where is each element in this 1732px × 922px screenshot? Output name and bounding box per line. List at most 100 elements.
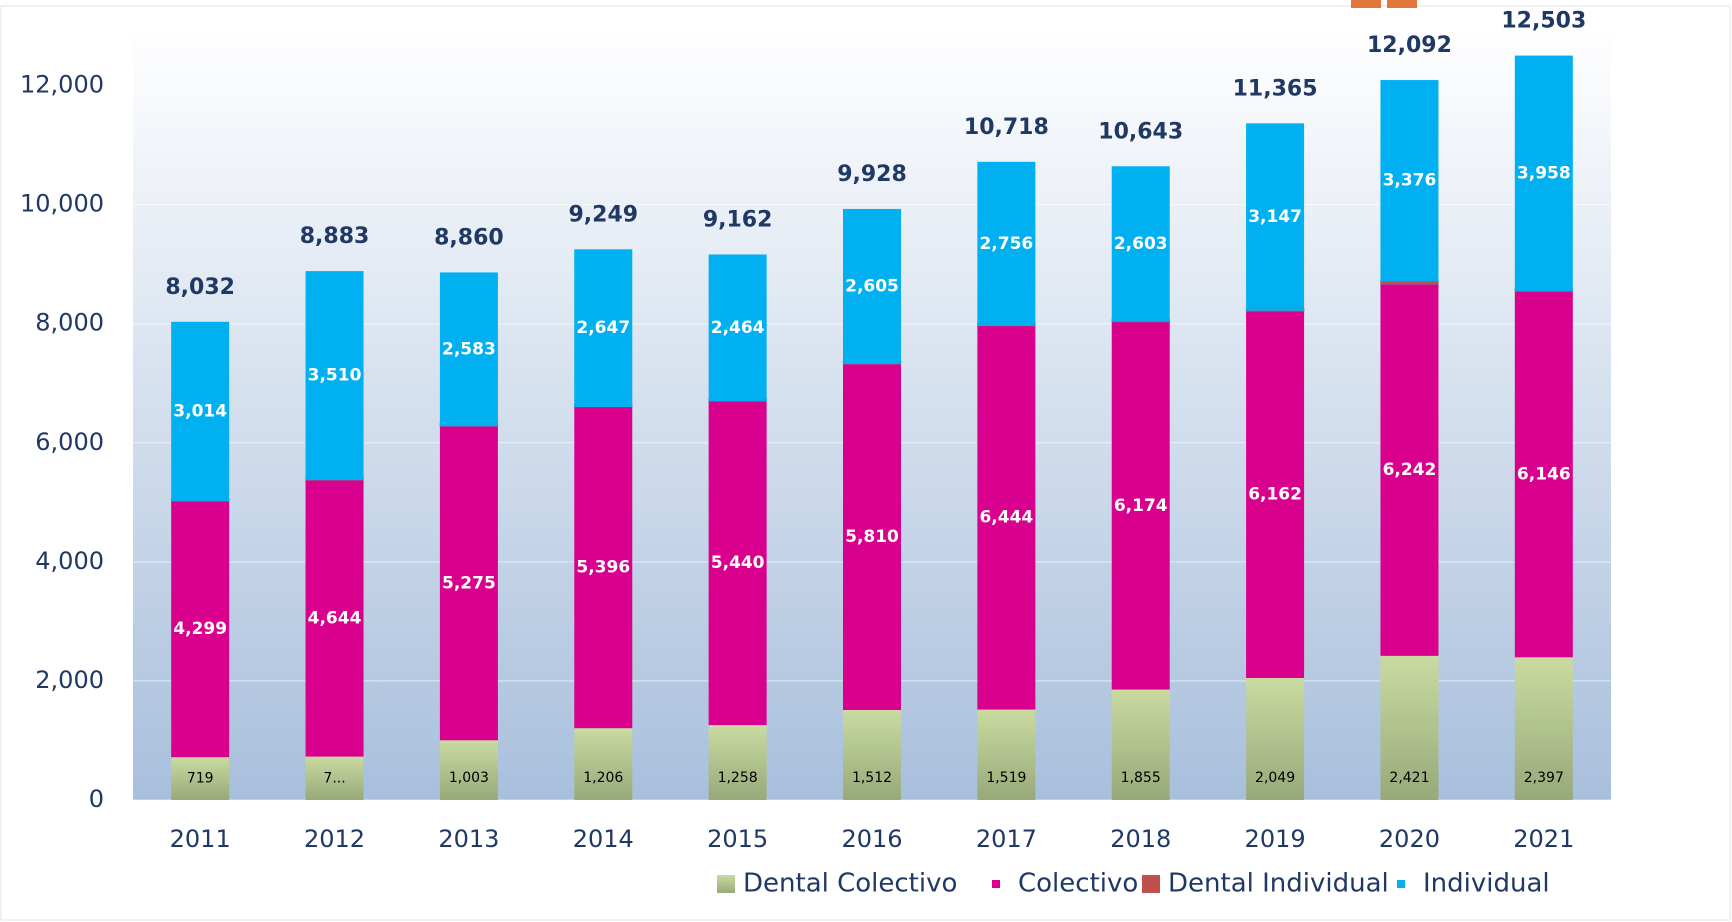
bar-segment — [977, 325, 1036, 710]
x-tick-label: 2011 — [170, 825, 231, 853]
decoration — [1387, 0, 1417, 8]
total-label: 9,928 — [837, 162, 907, 187]
bar-segment — [1111, 689, 1170, 800]
bar-segment — [574, 406, 633, 729]
data-label: 2,421 — [1389, 770, 1429, 786]
bar-segment — [305, 756, 364, 800]
legend-swatch — [717, 875, 735, 893]
data-label: 7... — [323, 770, 345, 786]
bar-segment — [708, 401, 767, 726]
total-label: 11,365 — [1233, 76, 1318, 101]
bar-segment — [574, 249, 633, 407]
y-tick-label: 4,000 — [35, 547, 104, 575]
legend-swatch — [992, 880, 1000, 888]
data-label: 6,444 — [979, 508, 1033, 528]
data-label: 1,258 — [718, 770, 758, 786]
bar-segment — [1111, 166, 1170, 322]
data-label: 3,510 — [308, 366, 362, 386]
data-label: 6,242 — [1383, 460, 1437, 480]
bar-segment — [1111, 321, 1170, 690]
bar-segment — [1380, 280, 1439, 285]
data-label: 1,512 — [852, 770, 892, 786]
total-label: 9,162 — [703, 208, 773, 233]
legend-swatch — [1397, 880, 1405, 888]
data-label: 2,605 — [845, 277, 899, 297]
data-label: 3,014 — [173, 402, 227, 422]
total-label: 10,718 — [964, 115, 1049, 140]
data-label: 1,206 — [583, 770, 623, 786]
bar-segment — [1514, 657, 1573, 800]
data-label: 2,756 — [979, 234, 1033, 254]
data-label: 4,299 — [173, 619, 227, 639]
total-label: 9,249 — [568, 202, 638, 227]
bar-segment — [305, 480, 364, 757]
decoration — [1351, 0, 1381, 8]
bar-segment — [708, 725, 767, 800]
total-label: 12,503 — [1501, 9, 1586, 34]
bar-segment — [1246, 678, 1305, 800]
bar-segment — [439, 426, 498, 741]
data-label: 719 — [187, 771, 214, 787]
bar-segment — [171, 501, 230, 758]
bar-segment — [305, 271, 364, 481]
y-tick-label: 6,000 — [35, 428, 104, 456]
data-label: 5,440 — [711, 553, 765, 573]
legend-label: Individual — [1423, 869, 1550, 899]
x-tick-label: 2015 — [707, 825, 768, 853]
data-label: 6,146 — [1517, 464, 1571, 484]
data-label: 2,647 — [576, 318, 630, 338]
data-label: 2,583 — [442, 339, 496, 359]
bar-segment — [574, 728, 633, 800]
x-tick-label: 2016 — [841, 825, 902, 853]
bar-segment — [1380, 284, 1439, 656]
bar-segment — [708, 254, 767, 402]
data-label: 6,162 — [1248, 485, 1302, 505]
total-label: 8,032 — [165, 275, 235, 300]
x-tick-label: 2013 — [438, 825, 499, 853]
x-tick-label: 2021 — [1513, 825, 1574, 853]
bar-segment — [843, 709, 901, 800]
bar-segment — [171, 321, 230, 502]
data-label: 4,644 — [308, 608, 362, 628]
bar-segment — [1380, 80, 1439, 282]
legend-label: Dental Individual — [1168, 869, 1389, 899]
bar-segment — [843, 208, 901, 365]
bar-segment — [1380, 655, 1439, 800]
y-tick-label: 2,000 — [35, 666, 104, 694]
total-label: 12,092 — [1367, 33, 1452, 58]
data-label: 5,396 — [576, 558, 630, 578]
bar-segment — [977, 161, 1036, 326]
y-tick-label: 12,000 — [20, 71, 104, 99]
x-tick-label: 2012 — [304, 825, 365, 853]
data-label: 3,958 — [1517, 163, 1571, 183]
legend-label: Colectivo — [1018, 869, 1138, 899]
legend-label: Dental Colectivo — [743, 869, 957, 899]
data-label: 1,519 — [986, 770, 1026, 786]
y-tick-label: 10,000 — [20, 190, 104, 218]
x-tick-label: 2020 — [1379, 825, 1440, 853]
y-tick-label: 8,000 — [35, 309, 104, 337]
x-tick-label: 2018 — [1110, 825, 1171, 853]
bar-segment — [439, 740, 498, 800]
data-label: 2,464 — [711, 318, 765, 338]
bar-segment — [977, 709, 1036, 800]
data-label: 2,049 — [1255, 770, 1295, 786]
bar-segment — [1514, 291, 1573, 658]
total-label: 8,860 — [434, 225, 504, 250]
bar-segment — [1514, 55, 1573, 292]
y-tick-label: 0 — [89, 785, 104, 813]
total-label: 8,883 — [300, 224, 370, 249]
bar-segment — [843, 364, 901, 710]
data-label: 2,397 — [1524, 770, 1564, 786]
bar-segment — [1246, 123, 1305, 311]
data-label: 6,174 — [1114, 496, 1168, 516]
data-label: 1,003 — [449, 770, 489, 786]
data-label: 2,603 — [1114, 234, 1168, 254]
x-tick-label: 2014 — [573, 825, 634, 853]
bar-segment — [1246, 311, 1305, 679]
data-label: 5,275 — [442, 573, 496, 593]
data-label: 3,376 — [1383, 171, 1437, 191]
x-tick-label: 2017 — [976, 825, 1037, 853]
bar-segment — [439, 272, 498, 427]
